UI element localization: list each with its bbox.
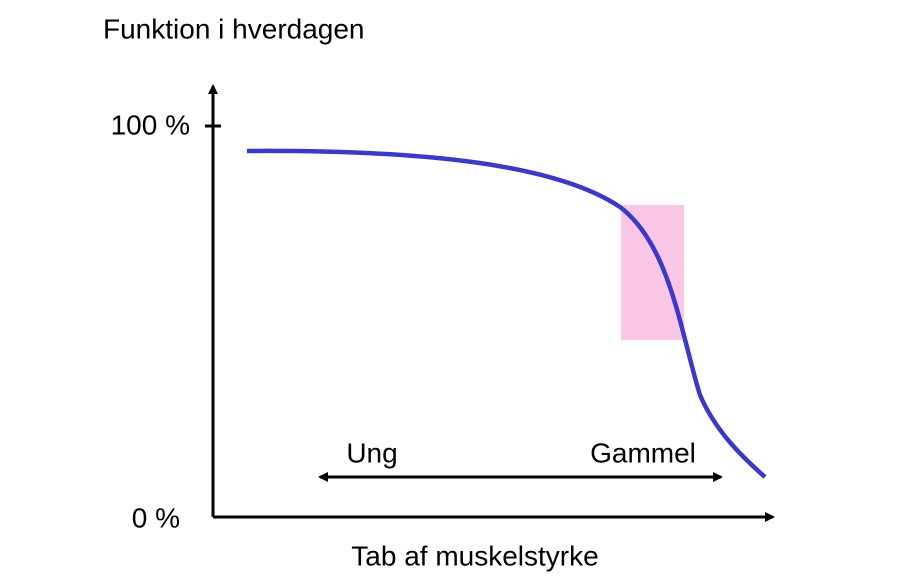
range-label: Ung: [346, 437, 397, 468]
highlight-region: [621, 205, 684, 340]
x-axis-title: Tab af muskelstyrke: [351, 540, 598, 571]
y-tick-label: 0 %: [132, 502, 180, 533]
y-tick-label: 100 %: [111, 109, 190, 140]
curve: [246, 148, 767, 479]
title: Funktion i hverdagen: [103, 13, 365, 44]
range-label: Gammel: [590, 437, 696, 468]
